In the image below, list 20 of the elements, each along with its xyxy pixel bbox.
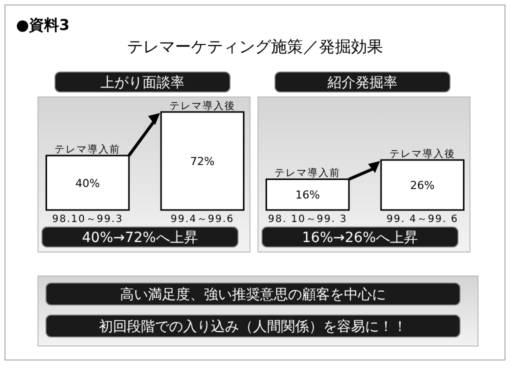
annotation: テレマ導入後	[169, 100, 236, 112]
text: テレマーケティング施策／発掘効果	[127, 37, 383, 56]
data-label: 72%	[190, 155, 215, 168]
x-tick-label: 98.10～99.3	[52, 214, 124, 225]
chart-title: 上がり面談率	[100, 75, 184, 92]
annotation: テレマ導入前	[54, 144, 121, 156]
text: 初回段階での入り込み（人間関係）を容易に！！	[99, 319, 407, 336]
text: 16%→26%へ上昇	[302, 230, 418, 246]
x-tick-label: 99.4～99.6	[170, 214, 234, 225]
text: 高い満足度、強い推奨意思の顧客を中心に	[120, 287, 386, 304]
data-label: 26%	[410, 179, 435, 192]
data-label: 16%	[295, 188, 320, 202]
chart-title: 紹介発掘率	[326, 75, 398, 92]
annotation: テレマ導入後	[389, 148, 456, 160]
data-label: 40%	[75, 176, 100, 190]
text: ●資料3	[16, 16, 70, 34]
x-tick-label: 99. 4～99. 6	[386, 214, 458, 225]
text: 40%→72%へ上昇	[82, 230, 198, 246]
annotation: テレマ導入前	[274, 167, 341, 180]
x-tick-label: 98. 10～99. 3	[268, 214, 348, 225]
